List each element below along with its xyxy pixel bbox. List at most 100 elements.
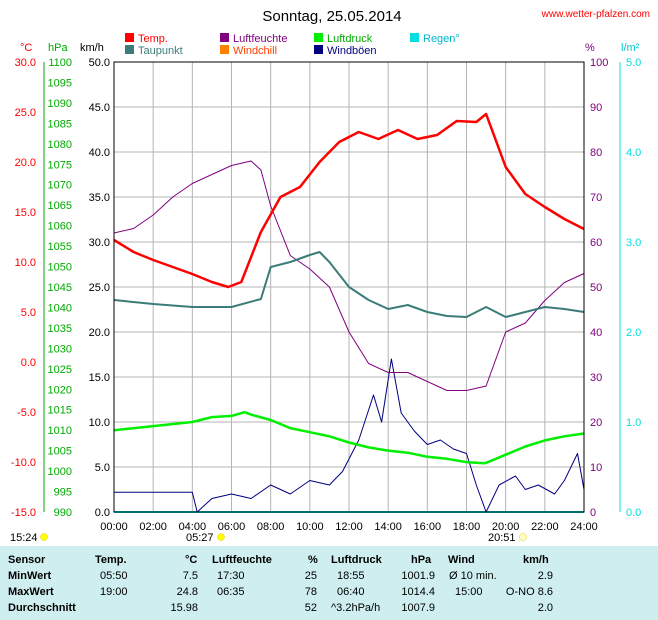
x-tick-label: 04:00 (179, 521, 207, 533)
temp-tick-label: 15.0 (15, 207, 36, 219)
pressure-value: 1007.9 (401, 602, 435, 614)
legend-label-windchill: Windchill (233, 45, 277, 57)
marker-sun-icon (40, 533, 48, 541)
temp-tick-label: 10.0 (15, 257, 36, 269)
pressure-tick-label: 1030 (48, 343, 72, 355)
pressure-tick-label: 1080 (48, 139, 72, 151)
sunrise-sun-icon (217, 533, 225, 541)
wind-tick-label: 10.0 (89, 417, 110, 429)
temp-tick-label: 20.0 (15, 157, 36, 169)
rain-axis-unit: l/m² (621, 42, 640, 54)
humidity-tick-label: 70 (590, 192, 602, 204)
sunset-sun-icon (519, 533, 527, 541)
pressure-tick-label: 1085 (48, 118, 72, 130)
wind-tick-label: 40.0 (89, 147, 110, 159)
legend-swatch-temp (125, 33, 134, 42)
temp-tick-label: -10.0 (11, 457, 36, 469)
pressure-tick-label: 1100 (48, 57, 72, 69)
legend: Temp. Taupunkt Luftfeuchte Windchill Luf… (125, 33, 460, 57)
x-tick-label: 16:00 (414, 521, 442, 533)
humidity-tick-label: 20 (590, 417, 602, 429)
temp-tick-label: 30.0 (15, 57, 36, 69)
row-label: Durchschnitt (8, 602, 76, 614)
header-wind: Wind (448, 554, 475, 566)
x-tick-label: 08:00 (257, 521, 285, 533)
humidity-value: 78 (304, 586, 317, 598)
series-line-windben (114, 358, 585, 513)
temp-tick-label: -5.0 (17, 407, 36, 419)
wind-value: 2.9 (537, 570, 553, 582)
x-tick-label: 14:00 (374, 521, 402, 533)
wind-tick-label: 5.0 (95, 462, 110, 474)
pressure-tick-label: 1000 (48, 466, 72, 478)
pressure-axis-unit: hPa (48, 42, 68, 54)
pressure-time: 06:40 (337, 586, 365, 598)
legend-swatch-gusts (314, 45, 323, 54)
website-link[interactable]: www.wetter-pfalzen.com (541, 9, 650, 20)
humidity-time: 06:35 (217, 586, 245, 598)
rain-tick-label: 2.0 (626, 327, 641, 339)
series-line-luftdruck (113, 410, 585, 465)
pressure-tick-label: 995 (54, 487, 72, 499)
temp-value: 7.5 (182, 570, 198, 582)
rain-tick-label: 1.0 (626, 417, 641, 429)
temp-tick-label: 0.0 (21, 357, 36, 369)
row-label: MinWert (8, 570, 52, 582)
humidity-tick-label: 100 (590, 57, 608, 69)
pressure-tick-label: 1070 (48, 180, 72, 192)
pressure-tick-label: 1055 (48, 241, 72, 253)
pressure-tick-label: 1045 (48, 282, 72, 294)
x-tick-label: 12:00 (335, 521, 363, 533)
pressure-tick-label: 1025 (48, 364, 72, 376)
rain-tick-label: 4.0 (626, 147, 641, 159)
legend-swatch-dewpoint (125, 45, 134, 54)
legend-swatch-humidity (220, 33, 229, 42)
legend-label-dewpoint: Taupunkt (138, 45, 183, 57)
humidity-tick-label: 50 (590, 282, 602, 294)
chart-title: Sonntag, 25.05.2014 (262, 8, 401, 25)
x-tick-label: 02:00 (139, 521, 167, 533)
humidity-tick-label: 40 (590, 327, 602, 339)
legend-swatch-pressure (314, 33, 323, 42)
x-tick-label: 22:00 (531, 521, 559, 533)
row-label: MaxWert (8, 586, 54, 598)
pressure-tick-label: 1005 (48, 446, 72, 458)
plot-frame (113, 61, 585, 513)
header-wind-unit: km/h (523, 554, 549, 566)
legend-label-rain: Regen° (423, 33, 460, 45)
pressure-tick-label: 1090 (48, 98, 72, 110)
humidity-tick-label: 0 (590, 507, 596, 519)
header-humidity: Luftfeuchte (212, 554, 272, 566)
pressure-value: 1001.9 (401, 570, 435, 582)
humidity-tick-label: 90 (590, 102, 602, 114)
statistics-table: Sensor Temp. °C Luftfeuchte % Luftdruck … (0, 546, 658, 620)
humidity-tick-label: 30 (590, 372, 602, 384)
x-tick-label: 06:00 (218, 521, 246, 533)
pressure-tick-label: 990 (54, 507, 72, 519)
pressure-time: 18:55 (337, 570, 365, 582)
humidity-value: 52 (304, 602, 317, 614)
rain-tick-label: 5.0 (626, 57, 641, 69)
wind-tick-label: 30.0 (89, 237, 110, 249)
pressure-tick-label: 1015 (48, 405, 72, 417)
x-tick-label: 10:00 (296, 521, 324, 533)
temp-value: 15.98 (170, 602, 198, 614)
wind-tick-label: 50.0 (89, 57, 110, 69)
wind-time: 15:00 (455, 586, 483, 598)
header-humidity-unit: % (308, 554, 318, 566)
x-tick-label: 24:00 (570, 521, 598, 533)
temp-axis-unit: °C (20, 42, 32, 54)
pressure-tick-label: 1020 (48, 384, 72, 396)
wind-tick-label: 15.0 (89, 372, 110, 384)
pressure-value: 1014.4 (401, 586, 435, 598)
pressure-tick-label: 1060 (48, 221, 72, 233)
humidity-tick-label: 10 (590, 462, 602, 474)
sun-markers: 15:24 05:27 20:51 (10, 532, 527, 544)
pressure-tick-label: 1010 (48, 425, 72, 437)
pressure-tick-label: 1050 (48, 262, 72, 274)
header-temp: Temp. (95, 554, 127, 566)
header-pressure: Luftdruck (331, 554, 382, 566)
humidity-tick-label: 60 (590, 237, 602, 249)
wind-value: 2.0 (537, 602, 553, 614)
pressure-trend: ^3.2hPa/h (331, 602, 381, 614)
